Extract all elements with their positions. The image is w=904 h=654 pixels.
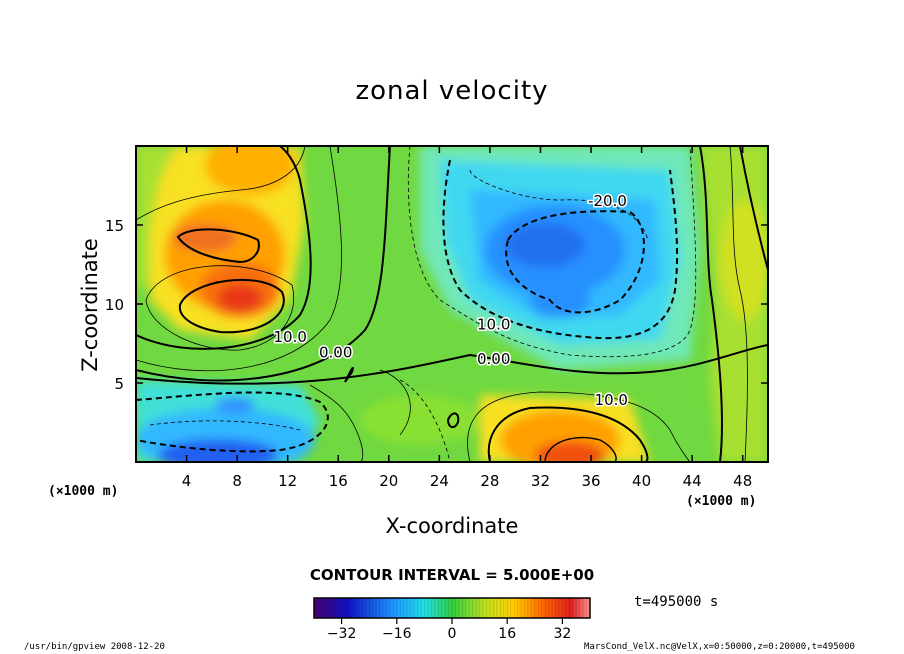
x-tick-label: 32	[531, 472, 550, 490]
chart-title: zonal velocity	[355, 76, 549, 106]
colorbar-tick-label: 32	[553, 626, 571, 642]
y-tick-label: 15	[105, 217, 124, 235]
contour-label: 10.0	[274, 328, 307, 346]
colorbar-tick-label: −32	[327, 626, 357, 642]
footer-right: MarsCond_VelX.nc@VelX,x=0:50000,z=0:2000…	[584, 642, 855, 652]
colorbar-segments	[313, 598, 587, 618]
contour-label: -20.0	[588, 192, 627, 210]
y-tick-label: 5	[114, 375, 124, 393]
x-tick-label: 28	[480, 472, 499, 490]
colorbar-ticks: −32 −16 0 16 32	[327, 618, 571, 642]
y-tick-label: 10	[105, 296, 124, 314]
x-tick-label: 36	[581, 472, 600, 490]
x-tick-label: 24	[430, 472, 449, 490]
x-tick-label: 40	[632, 472, 651, 490]
contour-interval-label: CONTOUR INTERVAL = 5.000E+00	[309, 566, 595, 584]
velocity-field: -20.0 10.0 0.00 10.0 10.0 0.00	[136, 146, 768, 462]
x-tick-label: 44	[683, 472, 702, 490]
contour-label: 0.00	[319, 344, 352, 362]
time-label: t=495000 s	[634, 594, 719, 610]
x-tick-label: 16	[329, 472, 348, 490]
x-tick-label: 48	[733, 472, 752, 490]
x-tick-label: 8	[232, 472, 242, 490]
colorbar-tick-label: 0	[448, 626, 457, 642]
y-axis-label: Z-coordinate	[78, 238, 102, 372]
contour-lines	[136, 146, 768, 462]
x-tick-label: 4	[182, 472, 192, 490]
colorbar	[314, 598, 590, 618]
x-axis-label: X-coordinate	[385, 514, 519, 538]
contour-label: 0.00	[477, 350, 510, 368]
x-unit-label-left: (×1000 m)	[48, 484, 119, 499]
x-tick-label: 12	[278, 472, 297, 490]
x-tick-label: 20	[379, 472, 398, 490]
colorbar-tick-label: 16	[498, 626, 516, 642]
colorbar-tick-label: −16	[382, 626, 412, 642]
contour-labels: -20.0 10.0 0.00 10.0 10.0 0.00	[272, 191, 629, 411]
contour-label: 10.0	[595, 391, 628, 409]
x-unit-label-right: (×1000 m)	[686, 494, 757, 509]
contour-label: 10.0	[477, 315, 510, 333]
footer-left: /usr/bin/gpview 2008-12-20	[24, 642, 165, 652]
